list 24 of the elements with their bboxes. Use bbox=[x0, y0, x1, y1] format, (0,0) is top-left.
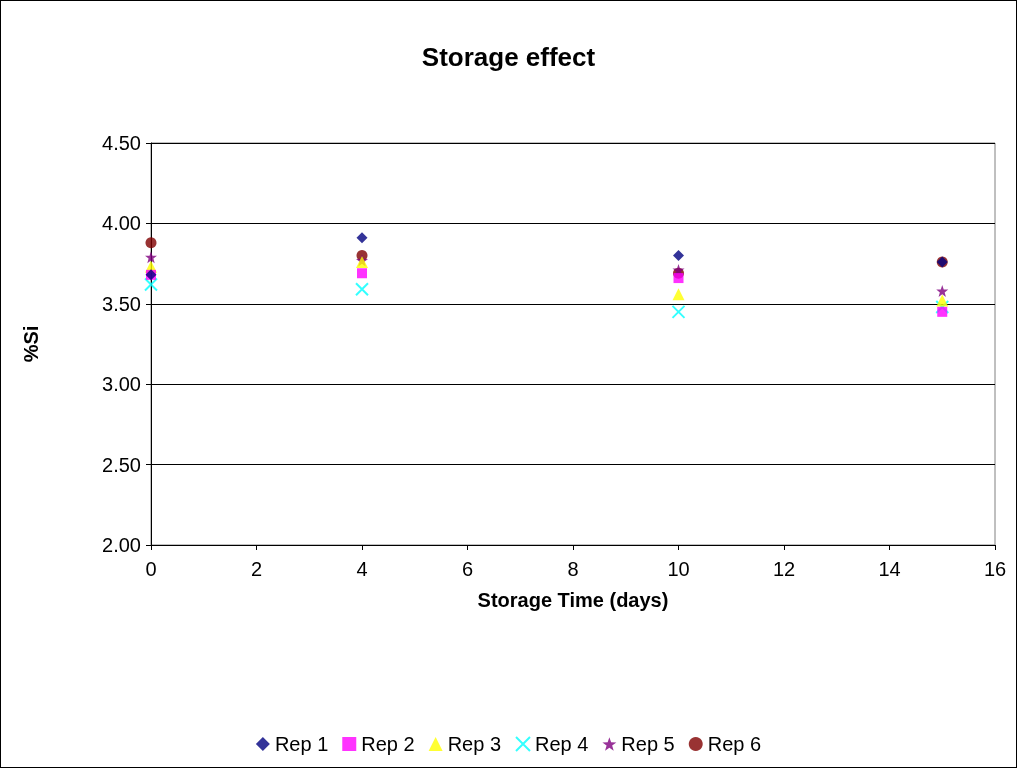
legend-label: Rep 1 bbox=[274, 733, 329, 755]
y-tick-label: 4.50 bbox=[102, 132, 141, 154]
x-tick-label: 6 bbox=[461, 558, 474, 580]
legend-label: Rep 6 bbox=[707, 733, 762, 755]
x-tick-label: 14 bbox=[878, 558, 901, 580]
y-tick-label: 2.00 bbox=[102, 534, 141, 556]
x-tick-label: 10 bbox=[667, 558, 690, 580]
y-tick-label: 3.00 bbox=[102, 373, 141, 396]
x-tick-label: 8 bbox=[567, 558, 579, 580]
y-axis-title: %Si bbox=[20, 325, 42, 363]
x-tick-label: 12 bbox=[772, 558, 796, 580]
x-tick-label: 4 bbox=[356, 558, 368, 580]
x-tick-label: 16 bbox=[983, 558, 1007, 580]
legend-label: Rep 2 bbox=[361, 733, 415, 755]
y-tick-label: 4.00 bbox=[102, 212, 141, 235]
legend-label: Rep 5 bbox=[621, 733, 675, 755]
y-tick-label: 2.50 bbox=[102, 453, 141, 476]
legend-label: Rep 4 bbox=[535, 733, 589, 755]
x-tick-label: 0 bbox=[145, 558, 157, 580]
chart-title: Storage effect bbox=[421, 42, 596, 72]
legend-label: Rep 3 bbox=[447, 733, 502, 755]
x-axis-title: Storage Time (days) bbox=[477, 589, 669, 611]
x-tick-label: 2 bbox=[250, 558, 263, 580]
y-tick-label: 3.50 bbox=[102, 292, 141, 315]
